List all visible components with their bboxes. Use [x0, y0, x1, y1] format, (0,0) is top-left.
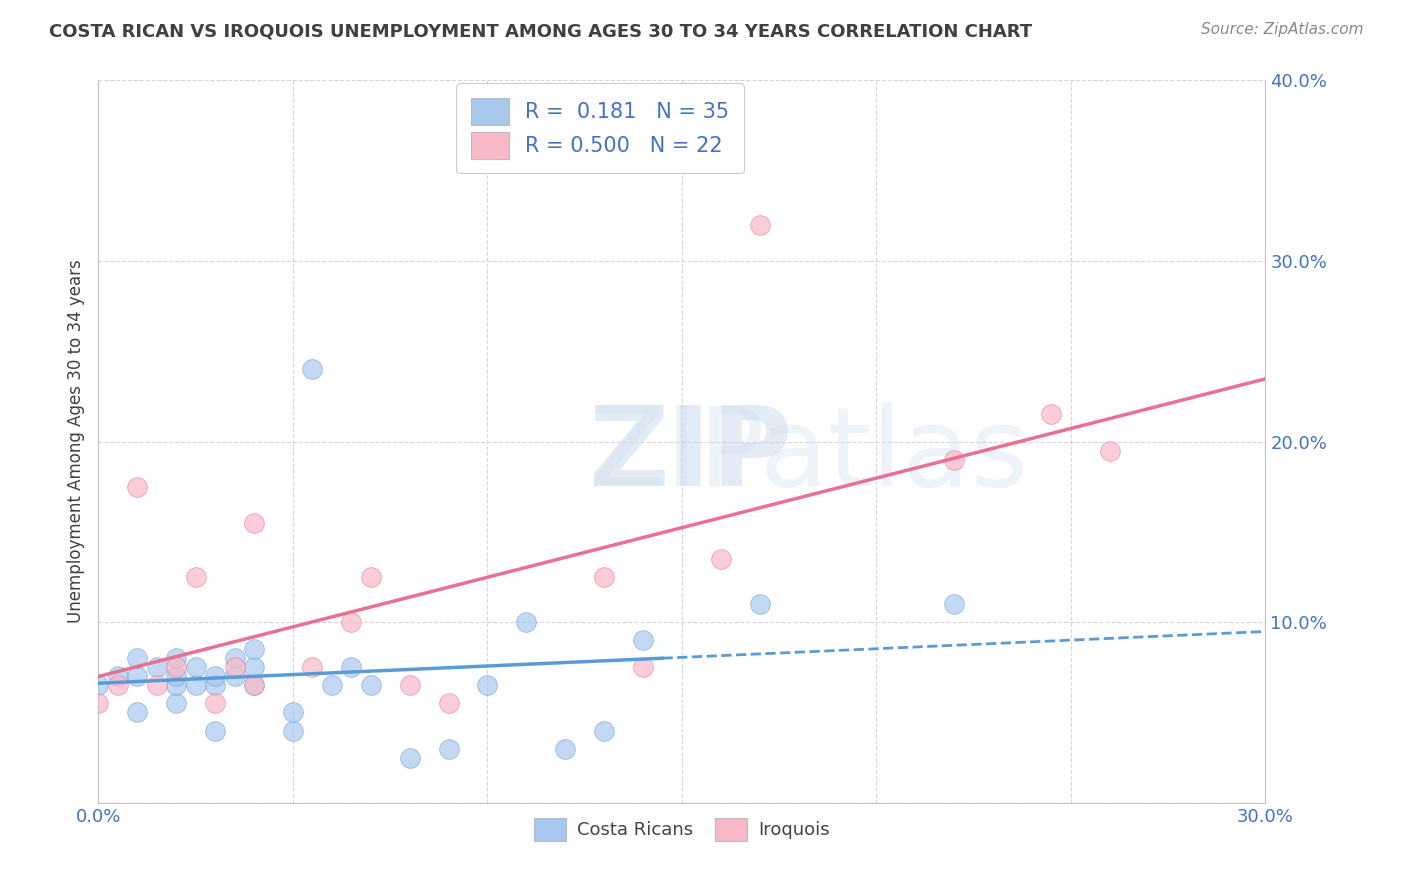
Point	[204, 678, 226, 692]
Point	[360, 570, 382, 584]
Point	[184, 570, 207, 584]
Point	[515, 615, 537, 630]
Point	[224, 660, 246, 674]
Point	[224, 669, 246, 683]
Point	[184, 660, 207, 674]
Point	[204, 697, 226, 711]
Point	[243, 678, 266, 692]
Point	[165, 669, 187, 683]
Point	[748, 597, 770, 611]
Point	[184, 678, 207, 692]
Point	[281, 706, 304, 720]
Point	[437, 741, 460, 756]
Point	[165, 651, 187, 665]
Y-axis label: Unemployment Among Ages 30 to 34 years: Unemployment Among Ages 30 to 34 years	[66, 260, 84, 624]
Point	[165, 660, 187, 674]
Point	[631, 633, 654, 648]
Point	[243, 660, 266, 674]
Point	[1098, 443, 1121, 458]
Point	[943, 452, 966, 467]
Point	[301, 660, 323, 674]
Point	[554, 741, 576, 756]
Point	[146, 678, 169, 692]
Point	[204, 669, 226, 683]
Point	[243, 516, 266, 530]
Point	[127, 706, 149, 720]
Point	[340, 615, 363, 630]
Text: ZIP: ZIP	[589, 402, 792, 509]
Point	[204, 723, 226, 738]
Point	[127, 651, 149, 665]
Point	[281, 723, 304, 738]
Point	[224, 651, 246, 665]
Point	[301, 362, 323, 376]
Point	[243, 678, 266, 692]
Point	[127, 669, 149, 683]
Point	[340, 660, 363, 674]
Point	[477, 678, 499, 692]
Point	[165, 697, 187, 711]
Point	[631, 660, 654, 674]
Point	[360, 678, 382, 692]
Text: Source: ZipAtlas.com: Source: ZipAtlas.com	[1201, 22, 1364, 37]
Point	[87, 697, 110, 711]
Point	[165, 678, 187, 692]
Point	[243, 642, 266, 657]
Point	[107, 669, 129, 683]
Text: ZIPatlas: ZIPatlas	[589, 402, 1028, 509]
Point	[107, 678, 129, 692]
Legend: Costa Ricans, Iroquois: Costa Ricans, Iroquois	[527, 810, 837, 848]
Point	[748, 218, 770, 232]
Point	[127, 480, 149, 494]
Point	[398, 678, 420, 692]
Point	[146, 660, 169, 674]
Point	[87, 678, 110, 692]
Point	[710, 552, 733, 566]
Point	[593, 723, 616, 738]
Point	[943, 597, 966, 611]
Point	[398, 750, 420, 764]
Point	[1040, 408, 1063, 422]
Text: COSTA RICAN VS IROQUOIS UNEMPLOYMENT AMONG AGES 30 TO 34 YEARS CORRELATION CHART: COSTA RICAN VS IROQUOIS UNEMPLOYMENT AMO…	[49, 22, 1032, 40]
Point	[593, 570, 616, 584]
Point	[321, 678, 343, 692]
Point	[437, 697, 460, 711]
